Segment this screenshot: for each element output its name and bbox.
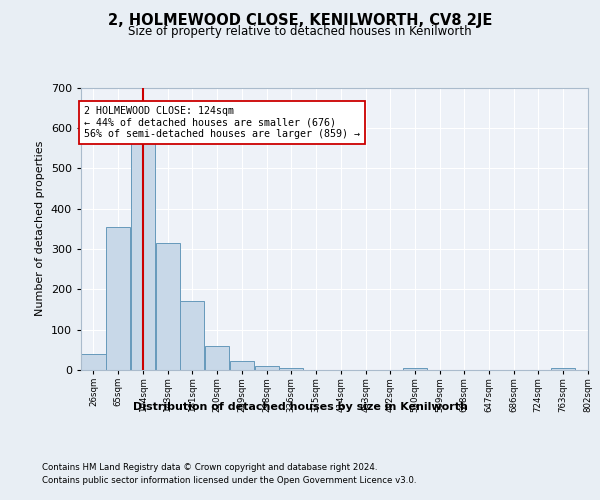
Bar bbox=[279, 368, 303, 370]
Text: Size of property relative to detached houses in Kenilworth: Size of property relative to detached ho… bbox=[128, 25, 472, 38]
Bar bbox=[156, 243, 180, 370]
Bar bbox=[82, 354, 106, 370]
Text: Distribution of detached houses by size in Kenilworth: Distribution of detached houses by size … bbox=[133, 402, 467, 412]
Bar bbox=[230, 361, 254, 370]
Text: Contains public sector information licensed under the Open Government Licence v3: Contains public sector information licen… bbox=[42, 476, 416, 485]
Text: Contains HM Land Registry data © Crown copyright and database right 2024.: Contains HM Land Registry data © Crown c… bbox=[42, 462, 377, 471]
Bar bbox=[131, 142, 155, 370]
Text: 2 HOLMEWOOD CLOSE: 124sqm
← 44% of detached houses are smaller (676)
56% of semi: 2 HOLMEWOOD CLOSE: 124sqm ← 44% of detac… bbox=[83, 106, 359, 139]
Bar bbox=[403, 368, 427, 370]
Bar bbox=[254, 366, 279, 370]
Bar bbox=[180, 302, 205, 370]
Bar bbox=[551, 368, 575, 370]
Bar bbox=[106, 226, 130, 370]
Text: 2, HOLMEWOOD CLOSE, KENILWORTH, CV8 2JE: 2, HOLMEWOOD CLOSE, KENILWORTH, CV8 2JE bbox=[108, 12, 492, 28]
Y-axis label: Number of detached properties: Number of detached properties bbox=[35, 141, 45, 316]
Bar bbox=[205, 346, 229, 370]
